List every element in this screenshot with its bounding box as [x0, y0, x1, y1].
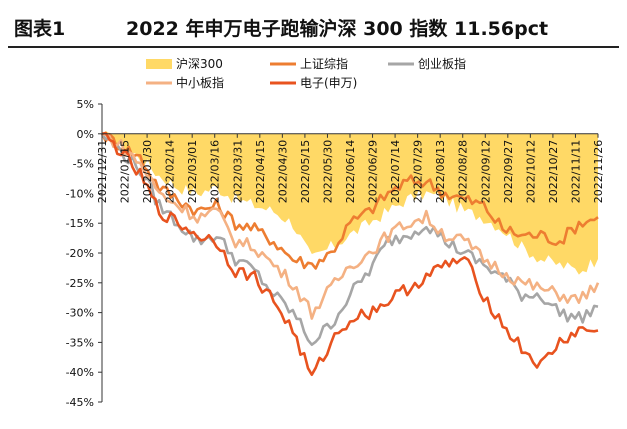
legend-label: 沪深300	[176, 57, 223, 71]
x-tick-label: 2022/11/11	[569, 140, 582, 203]
y-tick-label: 5%	[77, 98, 94, 111]
x-tick-label: 2022/09/27	[502, 140, 515, 203]
series-line-2	[100, 133, 599, 346]
x-tick-label: 2022/03/16	[209, 140, 222, 203]
y-tick-label: 0%	[77, 128, 94, 141]
legend-swatch	[146, 59, 172, 69]
y-tick-label: -10%	[66, 187, 94, 200]
y-tick-label: -5%	[73, 158, 94, 171]
x-tick-label: 2022/09/12	[479, 140, 492, 203]
x-tick-label: 2022/11/26	[592, 140, 605, 203]
x-tick-label: 2022/03/01	[186, 140, 199, 203]
y-tick-label: -30%	[66, 307, 94, 320]
x-tick-label: 2022/07/14	[389, 140, 402, 203]
legend-label: 中小板指	[176, 75, 224, 90]
x-tick-label: 2022/07/29	[412, 140, 425, 203]
legend-item: 创业板指	[388, 56, 466, 71]
x-tick-label: 2022/10/12	[524, 140, 537, 203]
y-tick-label: -35%	[66, 336, 94, 349]
y-tick-label: -20%	[66, 247, 94, 260]
x-tick-label: 2022/08/13	[434, 140, 447, 203]
y-tick-label: -45%	[66, 396, 94, 409]
x-tick-label: 2022/04/30	[276, 140, 289, 203]
series-line-4	[101, 131, 599, 376]
legend-label: 创业板指	[418, 56, 466, 71]
legend-label: 上证综指	[300, 56, 348, 71]
x-tick-label: 2022/05/30	[321, 140, 334, 203]
x-tick-label: 2022/10/27	[547, 140, 560, 203]
legend-item: 沪深300	[146, 57, 223, 71]
x-tick-label: 2022/06/14	[344, 140, 357, 203]
figure-title: 2022 年申万电子跑输沪深 300 指数 11.56pct	[126, 18, 549, 40]
x-tick-label: 2022/08/28	[457, 140, 470, 203]
figure-label: 图表1	[14, 18, 66, 40]
y-tick-label: -15%	[66, 217, 94, 230]
series-area-0	[102, 131, 598, 275]
legend-label: 电子(申万)	[300, 76, 357, 90]
x-tick-label: 2022/02/14	[164, 140, 177, 203]
series-line-1	[100, 132, 599, 270]
series-layer	[100, 131, 600, 376]
figure-header: 图表1 2022 年申万电子跑输沪深 300 指数 11.56pct	[8, 6, 619, 48]
x-tick-label: 2022/04/15	[254, 140, 267, 203]
y-tick-label: -25%	[66, 277, 94, 290]
x-tick-label: 2021/12/31	[96, 140, 109, 203]
axes-layer: 5% 0% -5% -10% -15% -20% -25% -30% -35% -40% -45% 2…	[66, 98, 605, 409]
x-tick-label: 2022/01/15	[119, 140, 132, 203]
legend-item: 上证综指	[270, 56, 348, 71]
legend-item: 中小板指	[146, 75, 224, 90]
series-line-3	[101, 132, 600, 320]
x-tick-label: 2022/06/29	[367, 140, 380, 203]
y-tick-label: -40%	[66, 366, 94, 379]
x-tick-label: 2022/01/30	[141, 140, 154, 203]
x-tick-label: 2022/03/31	[231, 140, 244, 203]
legend-item: 电子(申万)	[270, 76, 357, 90]
x-tick-label: 2022/05/15	[299, 140, 312, 203]
